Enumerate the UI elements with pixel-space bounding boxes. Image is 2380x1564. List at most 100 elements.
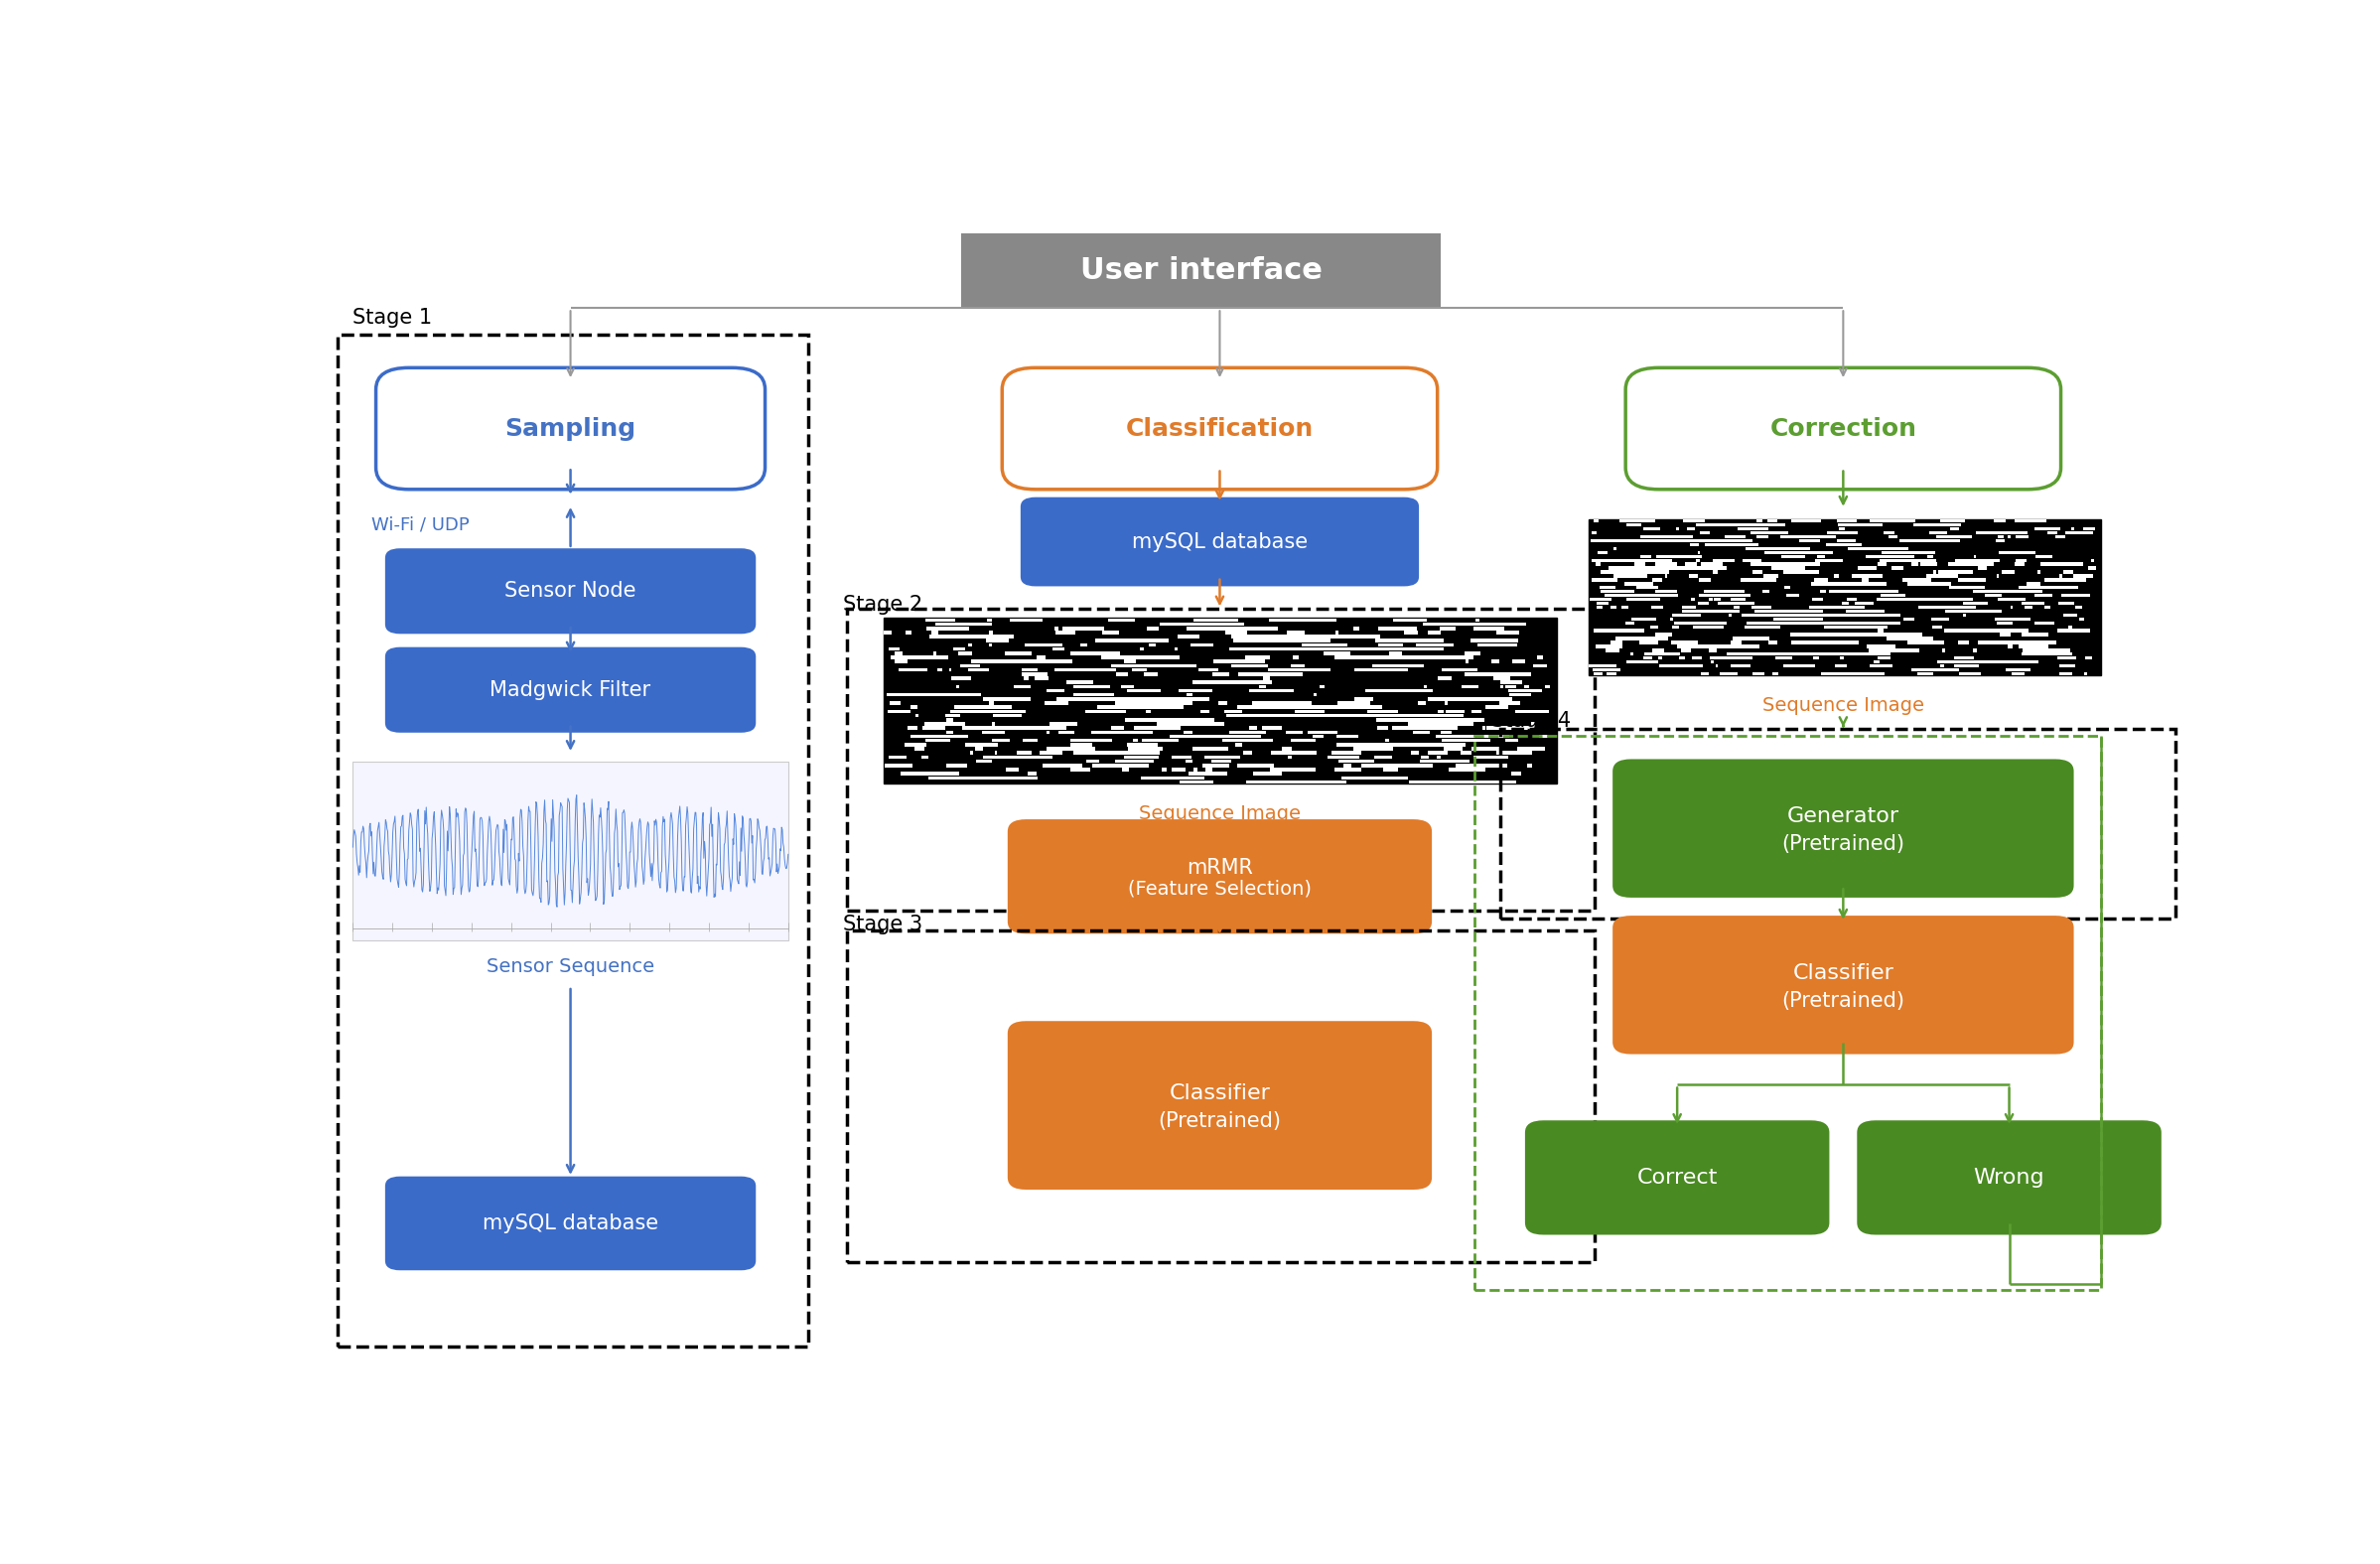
FancyBboxPatch shape bbox=[1423, 622, 1526, 626]
FancyBboxPatch shape bbox=[2044, 579, 2085, 582]
FancyBboxPatch shape bbox=[1671, 641, 1697, 644]
FancyBboxPatch shape bbox=[1885, 532, 1894, 535]
FancyBboxPatch shape bbox=[1057, 698, 1209, 701]
FancyBboxPatch shape bbox=[983, 755, 1052, 759]
FancyBboxPatch shape bbox=[1928, 532, 1947, 535]
FancyBboxPatch shape bbox=[1183, 730, 1192, 734]
FancyBboxPatch shape bbox=[931, 630, 938, 635]
FancyBboxPatch shape bbox=[907, 726, 916, 730]
FancyBboxPatch shape bbox=[1238, 763, 1273, 768]
FancyBboxPatch shape bbox=[1338, 760, 1376, 763]
FancyBboxPatch shape bbox=[1385, 738, 1390, 743]
FancyBboxPatch shape bbox=[1683, 610, 1740, 613]
FancyBboxPatch shape bbox=[1440, 627, 1457, 630]
FancyBboxPatch shape bbox=[1526, 1120, 1830, 1236]
FancyBboxPatch shape bbox=[945, 730, 952, 734]
FancyBboxPatch shape bbox=[1906, 641, 1944, 644]
Text: mRMR: mRMR bbox=[1188, 859, 1252, 877]
Text: Stage 1: Stage 1 bbox=[352, 308, 433, 328]
FancyBboxPatch shape bbox=[1178, 688, 1214, 693]
FancyBboxPatch shape bbox=[1630, 618, 1656, 621]
FancyBboxPatch shape bbox=[1319, 685, 1326, 688]
FancyBboxPatch shape bbox=[1445, 701, 1447, 705]
FancyBboxPatch shape bbox=[935, 622, 992, 626]
FancyBboxPatch shape bbox=[1376, 718, 1485, 721]
FancyBboxPatch shape bbox=[1190, 643, 1214, 646]
FancyBboxPatch shape bbox=[1511, 660, 1526, 663]
FancyBboxPatch shape bbox=[1811, 582, 1887, 585]
FancyBboxPatch shape bbox=[1685, 563, 1697, 566]
FancyBboxPatch shape bbox=[1440, 730, 1452, 734]
FancyBboxPatch shape bbox=[2059, 665, 2075, 668]
FancyBboxPatch shape bbox=[1937, 571, 1973, 574]
FancyBboxPatch shape bbox=[926, 738, 950, 743]
FancyBboxPatch shape bbox=[1245, 655, 1271, 658]
FancyBboxPatch shape bbox=[1645, 657, 1652, 660]
FancyBboxPatch shape bbox=[1626, 524, 1640, 527]
FancyBboxPatch shape bbox=[1171, 755, 1190, 759]
FancyBboxPatch shape bbox=[1756, 535, 1768, 538]
FancyBboxPatch shape bbox=[1123, 660, 1135, 663]
FancyBboxPatch shape bbox=[1061, 627, 1104, 630]
FancyBboxPatch shape bbox=[1383, 768, 1397, 771]
FancyBboxPatch shape bbox=[888, 647, 900, 651]
FancyBboxPatch shape bbox=[1338, 735, 1359, 738]
FancyBboxPatch shape bbox=[1040, 751, 1064, 755]
FancyBboxPatch shape bbox=[1635, 563, 1645, 566]
FancyBboxPatch shape bbox=[1116, 760, 1154, 763]
FancyBboxPatch shape bbox=[1785, 586, 1790, 590]
FancyBboxPatch shape bbox=[1288, 755, 1292, 759]
FancyBboxPatch shape bbox=[1533, 665, 1547, 668]
FancyBboxPatch shape bbox=[2063, 571, 2073, 574]
FancyBboxPatch shape bbox=[962, 726, 1066, 730]
FancyBboxPatch shape bbox=[1814, 558, 1842, 561]
FancyBboxPatch shape bbox=[1764, 551, 1833, 554]
FancyBboxPatch shape bbox=[1354, 698, 1373, 701]
FancyBboxPatch shape bbox=[1690, 543, 1699, 546]
Text: Sensor Node: Sensor Node bbox=[505, 582, 635, 601]
FancyBboxPatch shape bbox=[1202, 763, 1230, 768]
FancyBboxPatch shape bbox=[1697, 558, 1699, 561]
FancyBboxPatch shape bbox=[1314, 735, 1323, 738]
FancyBboxPatch shape bbox=[1752, 571, 1764, 574]
FancyBboxPatch shape bbox=[885, 630, 892, 635]
FancyBboxPatch shape bbox=[1768, 519, 1778, 522]
FancyBboxPatch shape bbox=[2059, 602, 2075, 605]
FancyBboxPatch shape bbox=[1773, 618, 1823, 621]
FancyBboxPatch shape bbox=[2063, 613, 2078, 616]
FancyBboxPatch shape bbox=[1145, 673, 1157, 676]
FancyBboxPatch shape bbox=[1745, 547, 1811, 551]
FancyBboxPatch shape bbox=[971, 660, 1073, 663]
FancyBboxPatch shape bbox=[376, 368, 764, 490]
FancyBboxPatch shape bbox=[1021, 668, 1038, 671]
FancyBboxPatch shape bbox=[1235, 743, 1242, 746]
FancyBboxPatch shape bbox=[1021, 673, 1047, 676]
FancyBboxPatch shape bbox=[1259, 685, 1266, 688]
FancyBboxPatch shape bbox=[1709, 597, 1711, 601]
FancyBboxPatch shape bbox=[1492, 676, 1509, 680]
FancyBboxPatch shape bbox=[1509, 688, 1542, 693]
FancyBboxPatch shape bbox=[1890, 535, 1897, 538]
FancyBboxPatch shape bbox=[945, 713, 959, 718]
FancyBboxPatch shape bbox=[1004, 652, 1031, 655]
FancyBboxPatch shape bbox=[1740, 579, 1778, 582]
FancyBboxPatch shape bbox=[1771, 566, 1804, 569]
FancyBboxPatch shape bbox=[1656, 555, 1702, 558]
FancyBboxPatch shape bbox=[1899, 540, 1961, 543]
FancyBboxPatch shape bbox=[1676, 644, 1759, 647]
FancyBboxPatch shape bbox=[1792, 641, 1859, 644]
FancyBboxPatch shape bbox=[1335, 655, 1473, 658]
FancyBboxPatch shape bbox=[2078, 618, 2085, 621]
FancyBboxPatch shape bbox=[1081, 643, 1088, 646]
FancyBboxPatch shape bbox=[1997, 535, 2004, 538]
FancyBboxPatch shape bbox=[1873, 660, 1880, 663]
FancyBboxPatch shape bbox=[1780, 535, 1835, 538]
FancyBboxPatch shape bbox=[1102, 655, 1180, 658]
FancyBboxPatch shape bbox=[1828, 590, 1897, 593]
FancyBboxPatch shape bbox=[1659, 657, 1661, 660]
FancyBboxPatch shape bbox=[1921, 563, 1937, 566]
FancyBboxPatch shape bbox=[1614, 547, 1616, 551]
FancyBboxPatch shape bbox=[1378, 726, 1388, 730]
FancyBboxPatch shape bbox=[1038, 655, 1045, 658]
FancyBboxPatch shape bbox=[1783, 571, 1818, 574]
